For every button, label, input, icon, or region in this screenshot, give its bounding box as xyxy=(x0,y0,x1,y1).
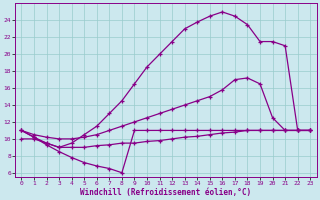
X-axis label: Windchill (Refroidissement éolien,°C): Windchill (Refroidissement éolien,°C) xyxy=(80,188,252,197)
